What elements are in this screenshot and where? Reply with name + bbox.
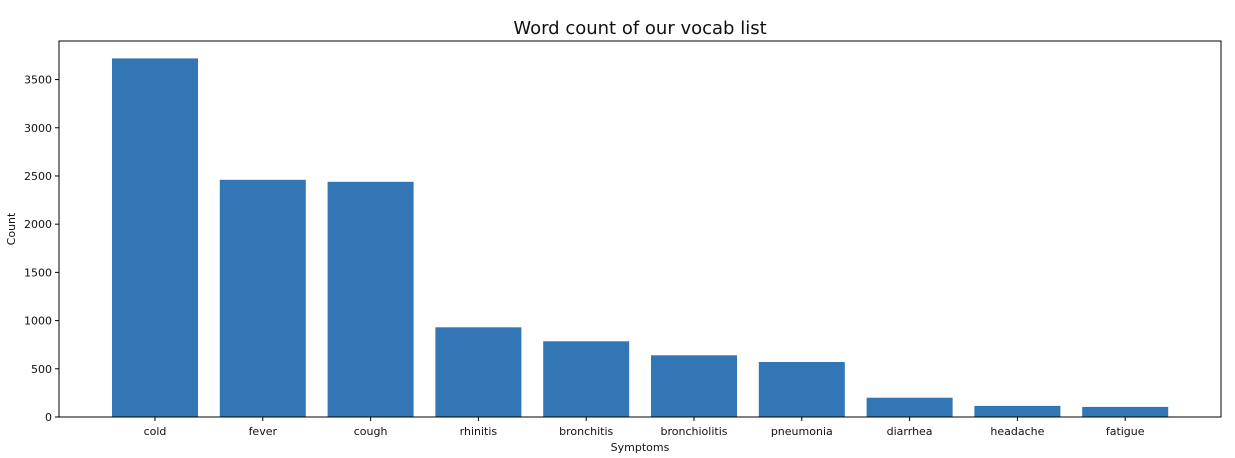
y-axis-ticks: 0 500 1000 1500 2000 2500 3000 3500 [24,74,59,424]
bar-fever [219,179,306,417]
x-tick-label: diarrhea [887,425,933,438]
plot-frame [58,40,1222,418]
bar-bronchitis [543,341,630,417]
x-tick-label: fatigue [1106,425,1145,438]
x-tick-label: bronchitis [559,425,613,438]
x-tick-label: bronchiolitis [661,425,728,438]
x-tick-label: cough [354,425,388,438]
y-tick-label: 3500 [24,74,52,87]
y-tick-label: 500 [31,363,52,376]
x-tick-label: cold [144,425,167,438]
bar-headache [974,405,1061,417]
bars-group [112,58,1169,418]
y-tick-label: 0 [45,411,52,424]
bar-rhinitis [435,327,522,417]
bar-fatigue [1082,406,1169,417]
bar-bronchiolitis [651,355,737,417]
y-tick-label: 2000 [24,218,52,231]
x-tick-label: headache [990,425,1044,438]
x-tick-label: rhinitis [460,425,498,438]
bar-cold [112,58,198,418]
y-tick-label: 2500 [24,170,52,183]
bar-cough [327,181,414,417]
bar-pneumonia [758,362,845,417]
y-axis-label: Count [5,212,18,245]
x-axis-ticks: cold fever cough rhinitis bronchitis bronchio… [144,417,1145,438]
x-tick-label: fever [249,425,278,438]
y-tick-label: 1500 [24,266,52,279]
y-tick-label: 1000 [24,315,52,328]
x-tick-label: pneumonia [771,425,833,438]
x-axis-label: Symptoms [611,441,670,454]
chart-title: Word count of our vocab list [513,18,766,39]
y-tick-label: 3000 [24,122,52,135]
bar-diarrhea [866,397,953,417]
